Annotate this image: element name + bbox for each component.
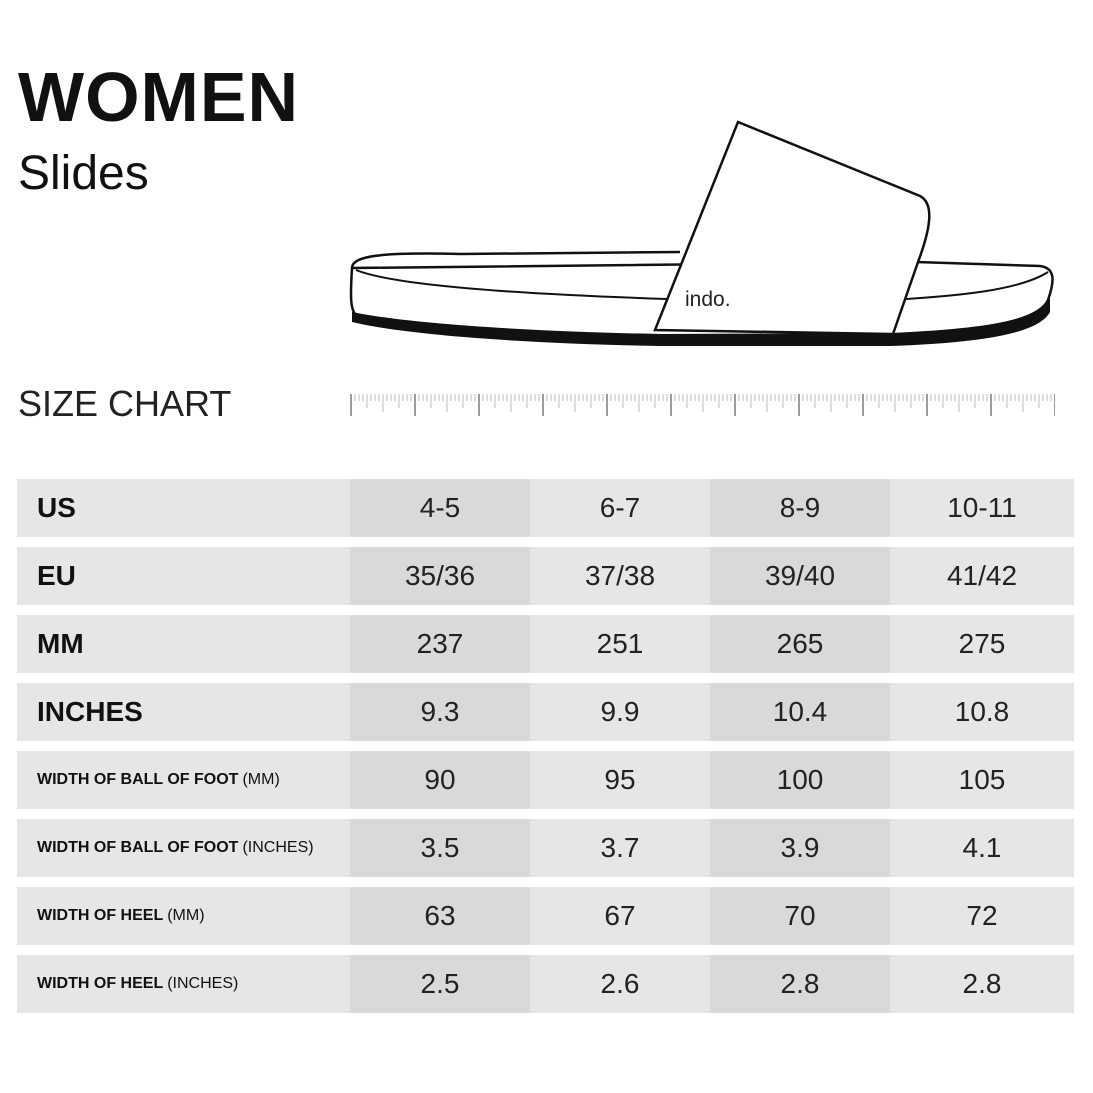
row-label: WIDTH OF BALL OF FOOT (INCHES) [17, 819, 350, 877]
row-label: WIDTH OF BALL OF FOOT (MM) [17, 751, 350, 809]
table-row: WIDTH OF BALL OF FOOT (MM) 90 95 100 105 [17, 751, 1074, 809]
table-cell: 2.6 [530, 955, 710, 1013]
row-label: MM [17, 615, 350, 673]
table-cell: 2.5 [350, 955, 530, 1013]
table-cell: 2.8 [710, 955, 890, 1013]
page-title: WOMEN [18, 58, 300, 136]
table-cell: 105 [890, 751, 1074, 809]
table-cell: 35/36 [350, 547, 530, 605]
table-cell: 3.5 [350, 819, 530, 877]
table-cell: 100 [710, 751, 890, 809]
table-cell: 237 [350, 615, 530, 673]
row-label-text: MM [37, 628, 84, 659]
table-cell: 90 [350, 751, 530, 809]
table-cell: 4.1 [890, 819, 1074, 877]
table-cell: 9.3 [350, 683, 530, 741]
row-label: US [17, 479, 350, 537]
row-label-unit: (MM) [167, 907, 205, 924]
table-row: US 4-5 6-7 8-9 10-11 [17, 479, 1074, 537]
table-cell: 251 [530, 615, 710, 673]
table-cell: 10.4 [710, 683, 890, 741]
row-label-text: WIDTH OF BALL OF FOOT [37, 771, 239, 788]
table-row: MM 237 251 265 275 [17, 615, 1074, 673]
table-row: WIDTH OF BALL OF FOOT (INCHES) 3.5 3.7 3.9 4.… [17, 819, 1074, 877]
row-label-unit: (INCHES) [167, 975, 239, 992]
row-label-text: WIDTH OF HEEL [37, 975, 164, 992]
table-cell: 6-7 [530, 479, 710, 537]
row-label-text: INCHES [37, 696, 143, 727]
row-label: WIDTH OF HEEL (INCHES) [17, 955, 350, 1013]
row-label: INCHES [17, 683, 350, 741]
table-cell: 37/38 [530, 547, 710, 605]
size-chart-table: US 4-5 6-7 8-9 10-11 EU 35/36 37/38 39/40 41/42 MM… [17, 479, 1074, 1023]
table-cell: 70 [710, 887, 890, 945]
table-row: WIDTH OF HEEL (MM) 63 67 70 72 [17, 887, 1074, 945]
row-label-unit: (MM) [242, 771, 280, 788]
row-label: WIDTH OF HEEL (MM) [17, 887, 350, 945]
table-cell: 265 [710, 615, 890, 673]
table-cell: 39/40 [710, 547, 890, 605]
row-label-text: US [37, 492, 76, 523]
table-cell: 275 [890, 615, 1074, 673]
table-cell: 4-5 [350, 479, 530, 537]
row-label-text: EU [37, 560, 76, 591]
size-chart-label: SIZE CHART [18, 383, 232, 424]
table-row: WIDTH OF HEEL (INCHES) 2.5 2.6 2.8 2.8 [17, 955, 1074, 1013]
table-cell: 3.7 [530, 819, 710, 877]
table-cell: 72 [890, 887, 1074, 945]
table-cell: 3.9 [710, 819, 890, 877]
table-cell: 67 [530, 887, 710, 945]
table-cell: 63 [350, 887, 530, 945]
table-row: INCHES 9.3 9.9 10.4 10.8 [17, 683, 1074, 741]
table-row: EU 35/36 37/38 39/40 41/42 [17, 547, 1074, 605]
table-cell: 8-9 [710, 479, 890, 537]
sandal-strap [653, 120, 931, 336]
table-cell: 95 [530, 751, 710, 809]
table-cell: 10-11 [890, 479, 1074, 537]
ruler-graphic [350, 394, 1055, 416]
sandal-footbed-line [355, 269, 1049, 301]
table-cell: 9.9 [530, 683, 710, 741]
row-label-unit: (INCHES) [242, 839, 314, 856]
table-cell: 10.8 [890, 683, 1074, 741]
brand-logo: indo. [685, 288, 731, 311]
page-subtitle: Slides [18, 147, 149, 200]
table-cell: 2.8 [890, 955, 1074, 1013]
row-label-text: WIDTH OF BALL OF FOOT [37, 839, 239, 856]
table-cell: 41/42 [890, 547, 1074, 605]
row-label: EU [17, 547, 350, 605]
slide-sandal-illustration: indo. [349, 120, 1054, 346]
row-label-text: WIDTH OF HEEL [37, 907, 164, 924]
